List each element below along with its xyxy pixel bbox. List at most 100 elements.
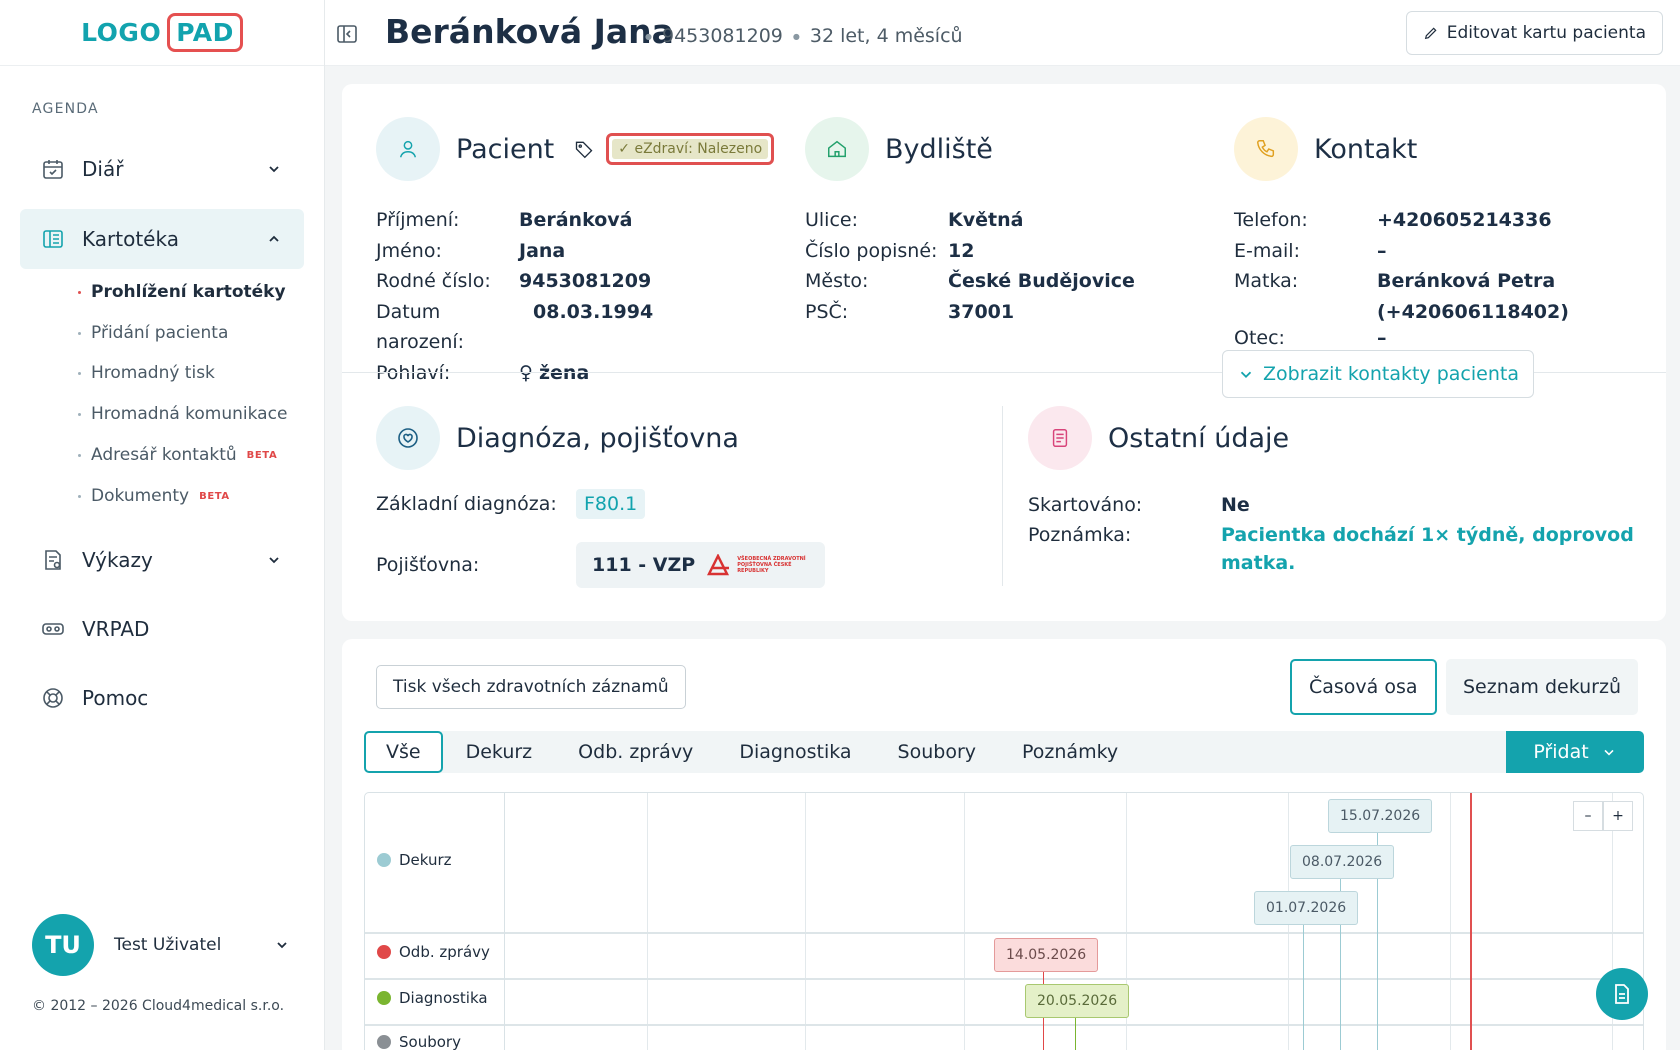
pencil-icon [1424,27,1437,40]
beta-badge: BETA [246,449,278,461]
subnav-prohlizeni[interactable]: Prohlížení kartotéky [78,282,286,302]
mother-value: Beránková Petra (+420606118402) [1377,270,1569,323]
ezdravi-status-badge[interactable]: ✓ eZdraví: Nalezeno [606,133,775,165]
address-fields: Ulice: Květná Číslo popisné: 12 Město: Česk… [805,205,1135,327]
subnav-label: Prohlížení kartotéky [91,282,286,302]
subnav-hromadny-tisk[interactable]: Hromadný tisk [78,363,215,383]
patient-section-header: Pacient ✓ eZdraví: Nalezeno [376,117,775,181]
logo[interactable]: LOGO PAD [81,13,243,52]
grid-line [964,793,965,1050]
field-label: Základní diagnóza: [376,493,557,515]
bullet-icon [78,412,81,416]
user-icon [376,117,440,181]
tag-icon[interactable] [574,139,594,159]
diagnosis-code[interactable]: F80.1 [576,489,646,519]
address-section-title: Bydliště [885,133,993,165]
home-icon [805,117,869,181]
field-label: Pojišťovna: [376,554,480,576]
email-value: – [1377,239,1387,262]
bullet-icon [78,290,81,294]
bullet-icon [78,371,81,375]
sidebar-item-kartoteka[interactable]: Kartotéka [20,209,304,269]
filter-tab-poznamky[interactable]: Poznámky [1022,741,1119,763]
insurance-row: Pojišťovna: 111 - VZP VŠEOBECNÁ ZDRAVOTN… [376,542,826,588]
chevron-down-icon [269,557,279,564]
grid-line [1450,793,1451,1050]
filter-tab-all[interactable]: Vše [364,731,443,773]
event-dekurz[interactable]: 15.07.2026 [1328,799,1433,833]
bullet-icon [78,453,81,457]
subnav-dokumenty[interactable]: Dokumenty BETA [78,486,230,506]
sidebar-item-vrpad[interactable]: VRPAD [20,599,304,659]
row-label-odb-zpravy: Odb. zprávy [377,943,490,961]
show-contacts-button[interactable]: Zobrazit kontakty pacienta [1222,350,1534,398]
filter-tab-soubory[interactable]: Soubory [897,741,976,763]
patient-fields: Příjmení: Beránková Jméno: Jana Rodné čísl… [376,205,653,388]
calendar-icon [40,156,66,182]
address-section-header: Bydliště [805,117,993,181]
legend-dot [377,1035,391,1049]
add-record-button[interactable]: Přidat [1506,731,1644,773]
sidebar-toggle-icon[interactable] [335,22,359,46]
user-menu[interactable]: TU Test Uživatel [32,914,292,976]
field-label: Skartováno: [1028,494,1143,516]
event-odb-zpravy[interactable]: 14.05.2026 [994,938,1099,972]
insurance-badge: 111 - VZP VŠEOBECNÁ ZDRAVOTNÍ POJIŠŤOVNA… [576,542,826,588]
subnav-hromadna-komunikace[interactable]: Hromadná komunikace [78,404,287,424]
grid-line [647,793,648,1050]
event-diagnostika[interactable]: 20.05.2026 [1025,984,1130,1018]
filter-tab-dekurz[interactable]: Dekurz [465,741,533,763]
sidebar-item-pomoc[interactable]: Pomoc [20,668,304,728]
divider [342,372,1666,373]
logo-right-text: PAD [167,13,243,52]
field-label: E-mail: [1234,239,1300,262]
filter-tab-odb-zpravy[interactable]: Odb. zprávy [578,741,694,763]
row-label-dekurz: Dekurz [377,851,452,869]
subnav-pridani[interactable]: Přidání pacienta [78,323,228,343]
shredded-value: Ne [1221,494,1250,516]
document-icon [1028,406,1092,470]
event-dekurz[interactable]: 01.07.2026 [1254,891,1359,925]
timeline[interactable]: Dekurz Odb. zprávy Diagnostika Soubory 1… [364,792,1644,1050]
phone-value[interactable]: +420605214336 [1377,209,1552,231]
event-dekurz[interactable]: 08.07.2026 [1290,845,1395,879]
bullet-icon [78,494,81,498]
event-stem [1303,913,1304,1050]
sidebar-item-label: Pomoc [82,686,149,710]
add-record-label: Přidat [1533,741,1589,763]
father-value: – [1377,327,1387,349]
subnav-adresar[interactable]: Adresář kontaktů BETA [78,445,277,465]
tab-timeline[interactable]: Časová osa [1290,659,1437,715]
logo-left-text: LOGO [81,18,162,47]
chevron-up-icon [269,235,279,242]
chevron-down-icon [277,942,287,949]
sidebar-item-label: VRPAD [82,617,150,641]
show-contacts-label: Zobrazit kontakty pacienta [1263,363,1519,385]
zoom-in-button[interactable]: + [1603,801,1633,831]
other-section-header: Ostatní údaje [1028,406,1289,470]
print-all-records-button[interactable]: Tisk všech zdravotních záznamů [376,665,686,709]
patient-age: 32 let, 4 měsíců [809,25,963,47]
field-value: Květná [948,209,1024,231]
field-label: Poznámka: [1028,523,1132,546]
field-label: Datum narození: [376,300,465,354]
edit-patient-button[interactable]: Editovat kartu pacienta [1405,11,1663,55]
section-label: AGENDA [32,101,99,117]
field-label: Telefon: [1234,209,1308,231]
legend-dot [377,945,391,959]
sidebar-item-vykazy[interactable]: Výkazy [20,530,304,590]
event-stem [1075,1005,1076,1050]
zoom-out-button[interactable]: – [1573,801,1603,831]
field-value: České Budějovice [948,270,1135,292]
tab-decourse-list[interactable]: Seznam dekurzů [1446,659,1638,715]
sidebar-item-label: Výkazy [82,548,153,572]
book-icon [40,226,66,252]
legend-dot [377,853,391,867]
filter-tab-diagnostika[interactable]: Diagnostika [739,741,852,763]
sidebar-item-diar[interactable]: Diář [20,139,304,199]
floating-document-button[interactable] [1596,968,1648,1020]
birth-number: 9453081209 [661,25,783,47]
field-label: Rodné číslo: [376,270,491,292]
field-label: Číslo popisné: [805,239,938,262]
filter-bar: Vše Dekurz Odb. zprávy Diagnostika Soubo… [364,731,1644,773]
